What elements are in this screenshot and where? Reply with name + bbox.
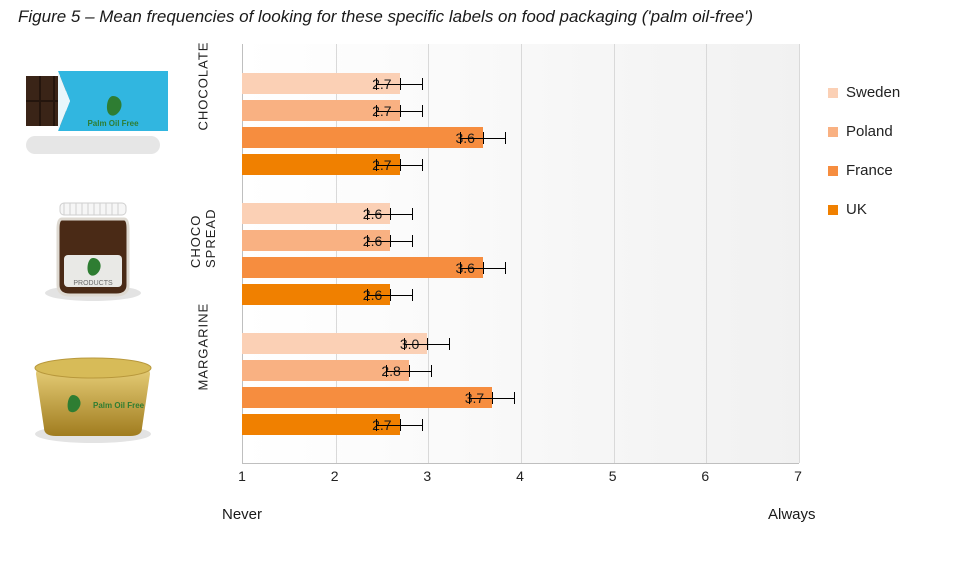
chart: CHOCOLATE 2.7 2.7 3.6 2.7 CHOCO SPREAD 2.6 2.6 3… — [178, 44, 942, 532]
x-axis-max-label: Always — [768, 506, 816, 523]
gridline — [706, 44, 707, 463]
bar-chocolate-france: 3.6 — [242, 127, 483, 148]
svg-text:PRODUCTS: PRODUCTS — [73, 280, 113, 287]
x-tick-label: 7 — [794, 468, 802, 484]
figure-row: Palm Oil Free — [18, 44, 942, 532]
legend-label: Sweden — [846, 84, 900, 101]
x-tick-label: 6 — [701, 468, 709, 484]
legend-swatch — [828, 88, 838, 98]
figure-title: Figure 5 – Mean frequencies of looking f… — [18, 6, 938, 28]
bar-value-label: 2.7 — [372, 76, 391, 92]
x-axis: 1 2 3 4 5 6 7 — [178, 464, 942, 488]
legend: Sweden Poland France UK — [828, 84, 900, 218]
legend-swatch — [828, 127, 838, 137]
page: Figure 5 – Mean frequencies of looking f… — [0, 0, 960, 569]
bar-margarine-uk: 2.7 — [242, 414, 400, 435]
legend-item-poland: Poland — [828, 123, 900, 140]
bar-choco_spread-france: 3.6 — [242, 257, 483, 278]
legend-label: Poland — [846, 123, 893, 140]
x-tick-label: 3 — [423, 468, 431, 484]
bar-choco_spread-uk: 2.6 — [242, 284, 390, 305]
x-tick-label: 5 — [609, 468, 617, 484]
x-axis-min-label: Never — [222, 506, 262, 523]
legend-label: France — [846, 162, 893, 179]
group-label-margarine: MARGARINE — [196, 377, 211, 391]
thumb-choco-spread: PRODUCTS — [18, 189, 168, 304]
bar-value-label: 3.7 — [465, 390, 484, 406]
legend-swatch — [828, 205, 838, 215]
legend-swatch — [828, 166, 838, 176]
legend-item-uk: UK — [828, 201, 900, 218]
bar-margarine-france: 3.7 — [242, 387, 492, 408]
bar-value-label: 2.8 — [381, 363, 400, 379]
legend-item-sweden: Sweden — [828, 84, 900, 101]
thumb-margarine: Palm Oil Free — [18, 332, 168, 447]
bar-value-label: 3.0 — [400, 336, 419, 352]
gridline — [614, 44, 615, 463]
svg-text:Palm Oil Free: Palm Oil Free — [87, 119, 139, 128]
x-tick-label: 4 — [516, 468, 524, 484]
bar-chocolate-uk: 2.7 — [242, 154, 400, 175]
bar-margarine-sweden: 3.0 — [242, 333, 427, 354]
product-thumbnails: Palm Oil Free — [18, 44, 178, 447]
thumb-chocolate: Palm Oil Free — [18, 46, 168, 161]
bar-choco_spread-poland: 2.6 — [242, 230, 390, 251]
x-tick-label: 2 — [331, 468, 339, 484]
bar-chocolate-sweden: 2.7 — [242, 73, 400, 94]
legend-item-france: France — [828, 162, 900, 179]
group-label-chocolate: CHOCOLATE — [196, 117, 211, 131]
x-tick-label: 1 — [238, 468, 246, 484]
bar-value-label: 2.7 — [372, 103, 391, 119]
svg-text:Palm Oil Free: Palm Oil Free — [93, 401, 145, 410]
bar-value-label: 2.6 — [363, 287, 382, 303]
bar-chocolate-poland: 2.7 — [242, 100, 400, 121]
legend-label: UK — [846, 201, 867, 218]
bar-margarine-poland: 2.8 — [242, 360, 409, 381]
bar-value-label: 2.7 — [372, 417, 391, 433]
bar-choco_spread-sweden: 2.6 — [242, 203, 390, 224]
bar-value-label: 2.7 — [372, 157, 391, 173]
gridline — [521, 44, 522, 463]
gridline — [799, 44, 800, 463]
bar-value-label: 3.6 — [455, 130, 474, 146]
group-label-choco_spread: CHOCO SPREAD — [188, 254, 218, 268]
bar-value-label: 2.6 — [363, 233, 382, 249]
plot-area: CHOCOLATE 2.7 2.7 3.6 2.7 CHOCO SPREAD 2.6 2.6 3… — [178, 44, 942, 464]
bar-value-label: 3.6 — [455, 260, 474, 276]
bar-value-label: 2.6 — [363, 206, 382, 222]
x-axis-end-labels: Never Always — [178, 506, 942, 532]
